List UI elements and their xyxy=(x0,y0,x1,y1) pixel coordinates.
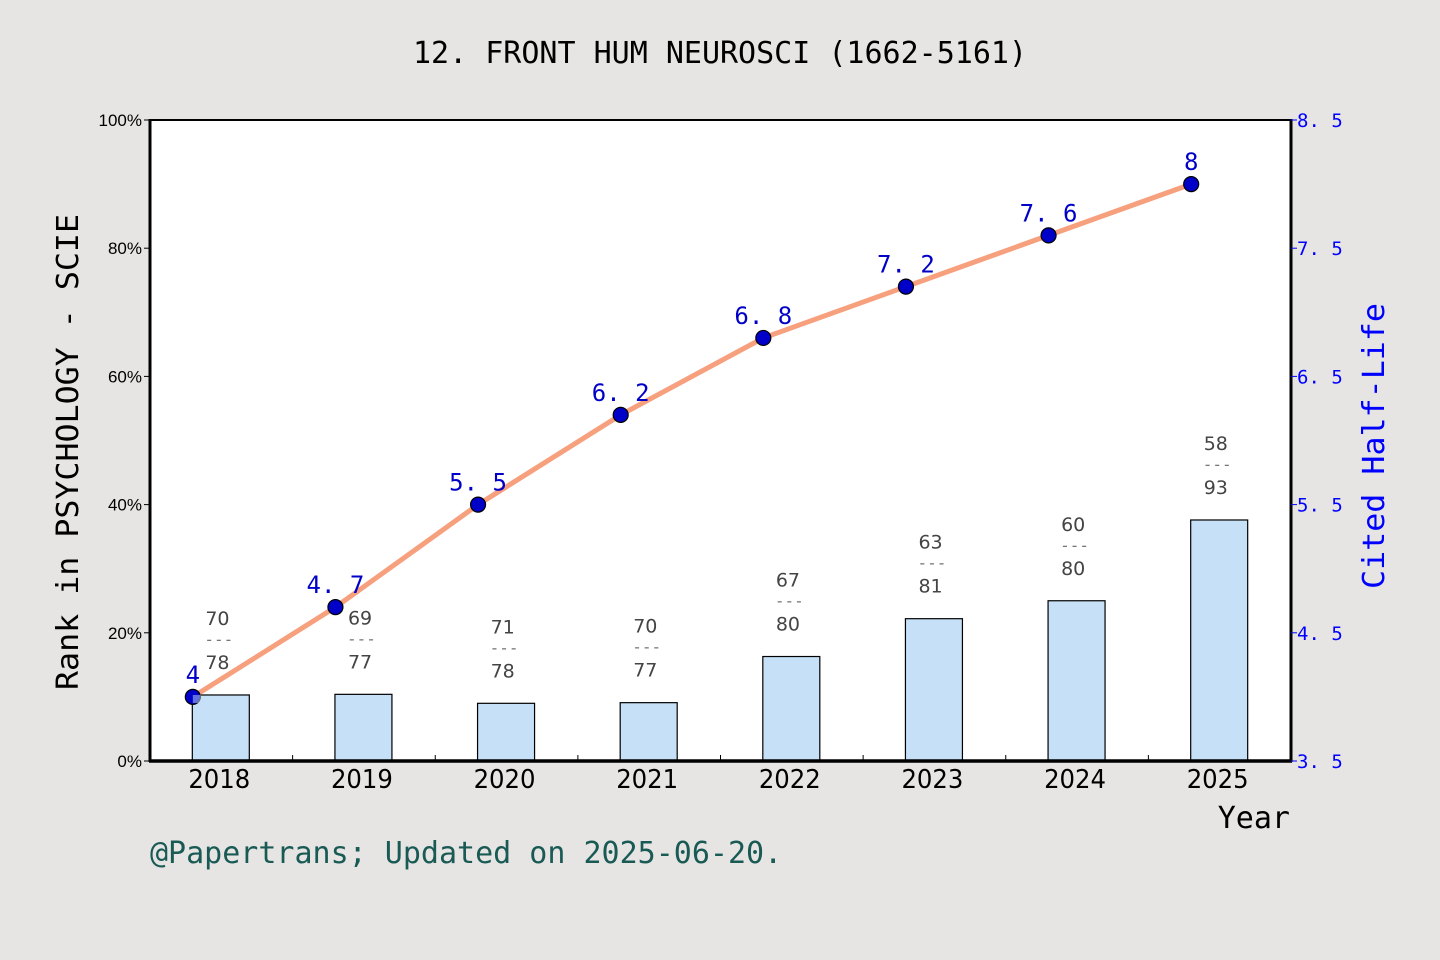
rank-label-2019: 69 xyxy=(348,607,372,629)
total-label-2023: 81 xyxy=(918,576,942,598)
left-axis-label: Rank in PSYCHOLOGY - SCIE xyxy=(51,214,86,690)
rank-divider-2020: --- xyxy=(490,638,519,657)
bar-2024 xyxy=(1047,600,1106,762)
total-label-2019: 77 xyxy=(348,651,372,673)
bar-2018 xyxy=(191,694,250,762)
half-life-marker-2025 xyxy=(1183,176,1200,193)
half-life-value-2023: 7. 2 xyxy=(877,251,935,279)
half-life-marker-2023 xyxy=(897,278,915,295)
rank-divider-2025: --- xyxy=(1203,455,1232,474)
rank-divider-2024: --- xyxy=(1060,536,1089,555)
half-life-value-2018: 4 xyxy=(186,661,200,689)
total-label-2020: 78 xyxy=(491,660,515,682)
bar-2019 xyxy=(334,693,393,762)
half-life-marker-2022 xyxy=(755,329,772,347)
total-label-2021: 77 xyxy=(633,660,657,682)
x-tick-label-2021: 2021 xyxy=(616,765,678,795)
bar-2022 xyxy=(762,655,821,762)
left-tick-label: 100% xyxy=(99,111,142,130)
x-tick-label-2025: 2025 xyxy=(1187,765,1249,795)
right-tick-label: 8. 5 xyxy=(1297,110,1343,132)
left-tick-label: 80% xyxy=(108,239,142,258)
rank-label-2018: 70 xyxy=(205,608,229,630)
total-label-2025: 93 xyxy=(1204,477,1228,499)
half-life-marker-2024 xyxy=(1040,227,1057,244)
half-life-value-2025: 8 xyxy=(1184,148,1198,176)
x-tick-label-2024: 2024 xyxy=(1044,765,1106,795)
half-life-marker-2021 xyxy=(612,406,629,423)
x-tick-label-2020: 2020 xyxy=(474,765,536,795)
x-axis-label: Year xyxy=(1218,801,1290,836)
bar-2020 xyxy=(476,702,536,762)
x-tick-label-2019: 2019 xyxy=(331,765,393,795)
plot-area xyxy=(150,120,1291,761)
half-life-line xyxy=(191,181,1193,700)
footer-credit: @Papertrans; Updated on 2025-06-20. xyxy=(150,836,783,871)
total-label-2024: 80 xyxy=(1061,558,1085,580)
rank-label-2025: 58 xyxy=(1204,433,1228,455)
rank-label-2021: 70 xyxy=(633,616,657,638)
right-tick-label: 6. 5 xyxy=(1297,366,1343,388)
bar-2023 xyxy=(904,618,964,762)
total-label-2022: 80 xyxy=(776,614,800,636)
chart-title: 12. FRONT HUM NEUROSCI (1662-5161) xyxy=(412,36,1028,71)
rank-label-2023: 63 xyxy=(918,532,942,554)
rank-label-2022: 67 xyxy=(776,570,800,592)
left-tick-label: 60% xyxy=(108,367,142,386)
half-life-value-2024: 7. 6 xyxy=(1020,199,1078,227)
half-life-value-2021: 6. 2 xyxy=(592,379,650,407)
right-tick-label: 3. 5 xyxy=(1297,751,1343,773)
left-tick-label: 0% xyxy=(117,752,142,771)
half-life-value-2019: 4. 7 xyxy=(307,571,365,599)
right-tick-label: 7. 5 xyxy=(1297,238,1343,260)
rank-divider-2018: --- xyxy=(204,630,233,649)
half-life-value-2020: 5. 5 xyxy=(449,469,507,497)
right-tick-label: 5. 5 xyxy=(1297,495,1343,517)
x-tick-label-2022: 2022 xyxy=(759,765,821,795)
half-life-marker-2019 xyxy=(327,599,344,616)
half-life-value-2022: 6. 8 xyxy=(734,302,792,330)
half-life-marker-2020 xyxy=(469,496,487,513)
overlap-shade xyxy=(192,694,201,703)
rank-divider-2019: --- xyxy=(347,629,376,648)
bar-2025 xyxy=(1190,519,1249,762)
left-tick-label: 40% xyxy=(108,496,142,515)
right-tick-label: 4. 5 xyxy=(1297,623,1343,645)
right-axis-label: Cited Half-Life xyxy=(1357,303,1392,589)
rank-divider-2023: --- xyxy=(917,554,946,573)
x-tick-label-2018: 2018 xyxy=(188,765,250,795)
rank-label-2020: 71 xyxy=(491,616,515,638)
left-tick-label: 20% xyxy=(108,624,142,643)
bar-2021 xyxy=(619,702,678,762)
rank-divider-2022: --- xyxy=(775,592,804,611)
total-label-2018: 78 xyxy=(205,652,229,674)
rank-label-2024: 60 xyxy=(1061,514,1085,536)
x-tick-label-2023: 2023 xyxy=(901,765,963,795)
rank-divider-2021: --- xyxy=(632,638,661,657)
